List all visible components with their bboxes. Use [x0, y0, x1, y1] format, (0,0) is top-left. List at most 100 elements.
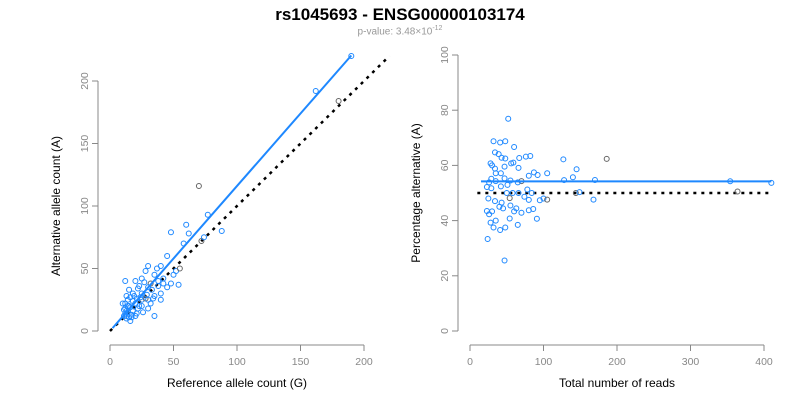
data-point: [484, 236, 491, 242]
data-point: [497, 227, 504, 234]
data-point: [734, 188, 741, 195]
data-point: [603, 155, 610, 162]
data-point: [768, 179, 775, 186]
data-point: [157, 290, 164, 297]
data-point: [511, 208, 518, 215]
data-point: [530, 169, 537, 176]
data-point: [525, 207, 532, 214]
data-point: [544, 170, 551, 177]
data-point: [502, 224, 509, 231]
data-point: [335, 98, 342, 104]
reference-line-left: [109, 55, 391, 332]
x-tick-label: 0: [107, 356, 113, 368]
data-point: [490, 224, 497, 231]
data-point: [487, 160, 494, 167]
y-tick-label: 100: [79, 197, 91, 215]
data-point: [516, 154, 523, 161]
data-point: [492, 217, 499, 224]
data-point: [157, 296, 164, 303]
data-point: [533, 215, 540, 222]
data-point: [521, 193, 528, 200]
data-point: [164, 284, 171, 291]
data-point: [501, 163, 508, 170]
data-point: [164, 253, 171, 259]
data-point: [167, 229, 174, 236]
data-point: [525, 172, 532, 179]
data-point: [501, 175, 508, 182]
pvalue-text: p-value: 3.48×10: [357, 26, 433, 38]
y-tick-label: 60: [439, 159, 451, 171]
x-axis-label: Reference allele count (G): [167, 376, 307, 390]
data-point: [218, 228, 225, 234]
data-point: [141, 279, 148, 286]
y-axis-label: Alternative allele count (A): [49, 136, 63, 276]
chart-title: rs1045693 - ENSG00000103174: [275, 5, 525, 24]
data-point: [509, 190, 516, 196]
data-point: [561, 177, 568, 184]
x-tick-label: 400: [755, 356, 773, 368]
data-point: [145, 305, 152, 312]
data-point: [511, 144, 518, 150]
data-point: [540, 195, 547, 202]
data-point: [528, 190, 535, 196]
data-point: [127, 294, 134, 301]
data-point: [483, 184, 490, 190]
x-tick-label: 50: [168, 356, 180, 368]
y-tick-label: 0: [439, 328, 451, 334]
data-point: [527, 152, 534, 159]
data-point: [536, 197, 543, 204]
data-point: [485, 195, 492, 202]
data-point: [491, 198, 498, 205]
data-point: [506, 195, 513, 202]
data-point: [491, 165, 498, 172]
data-point: [312, 88, 319, 94]
data-point: [153, 265, 160, 272]
data-point: [498, 199, 505, 206]
data-point: [515, 164, 522, 171]
y-tick-label: 200: [79, 72, 91, 90]
data-point: [525, 196, 532, 203]
data-point: [138, 303, 145, 309]
data-point: [145, 296, 152, 303]
data-point: [176, 265, 183, 272]
data-point: [510, 159, 517, 166]
data-point: [133, 310, 140, 317]
y-tick-label: 100: [439, 46, 451, 64]
y-tick-label: 50: [79, 263, 91, 275]
data-point: [490, 138, 497, 145]
x-tick-label: 200: [608, 356, 626, 368]
data-point: [151, 313, 158, 319]
data-point: [518, 209, 525, 216]
data-point: [502, 138, 509, 145]
data-point: [204, 211, 211, 218]
data-point: [122, 278, 129, 284]
data-point: [501, 257, 508, 264]
data-point: [127, 318, 134, 324]
data-point: [170, 271, 177, 278]
x-tick-label: 0: [467, 356, 473, 368]
data-point: [195, 183, 202, 189]
data-point: [140, 309, 147, 316]
y-tick-label: 0: [79, 328, 91, 334]
data-point: [136, 303, 143, 309]
data-point: [167, 280, 174, 287]
data-point: [497, 183, 504, 190]
data-point: [155, 283, 162, 289]
data-point: [503, 190, 510, 196]
data-point: [560, 156, 567, 163]
x-tick-label: 200: [355, 356, 373, 368]
data-point: [136, 283, 143, 289]
data-point: [185, 230, 192, 237]
y-tick-label: 40: [439, 215, 451, 227]
data-point: [126, 286, 133, 293]
data-point: [487, 219, 494, 226]
data-point: [524, 186, 531, 193]
data-point: [504, 181, 511, 188]
data-point: [160, 280, 167, 287]
x-tick-label: 100: [535, 356, 553, 368]
data-point: [491, 149, 498, 156]
data-point: [489, 208, 496, 215]
data-point: [123, 293, 130, 299]
data-point: [573, 166, 580, 173]
